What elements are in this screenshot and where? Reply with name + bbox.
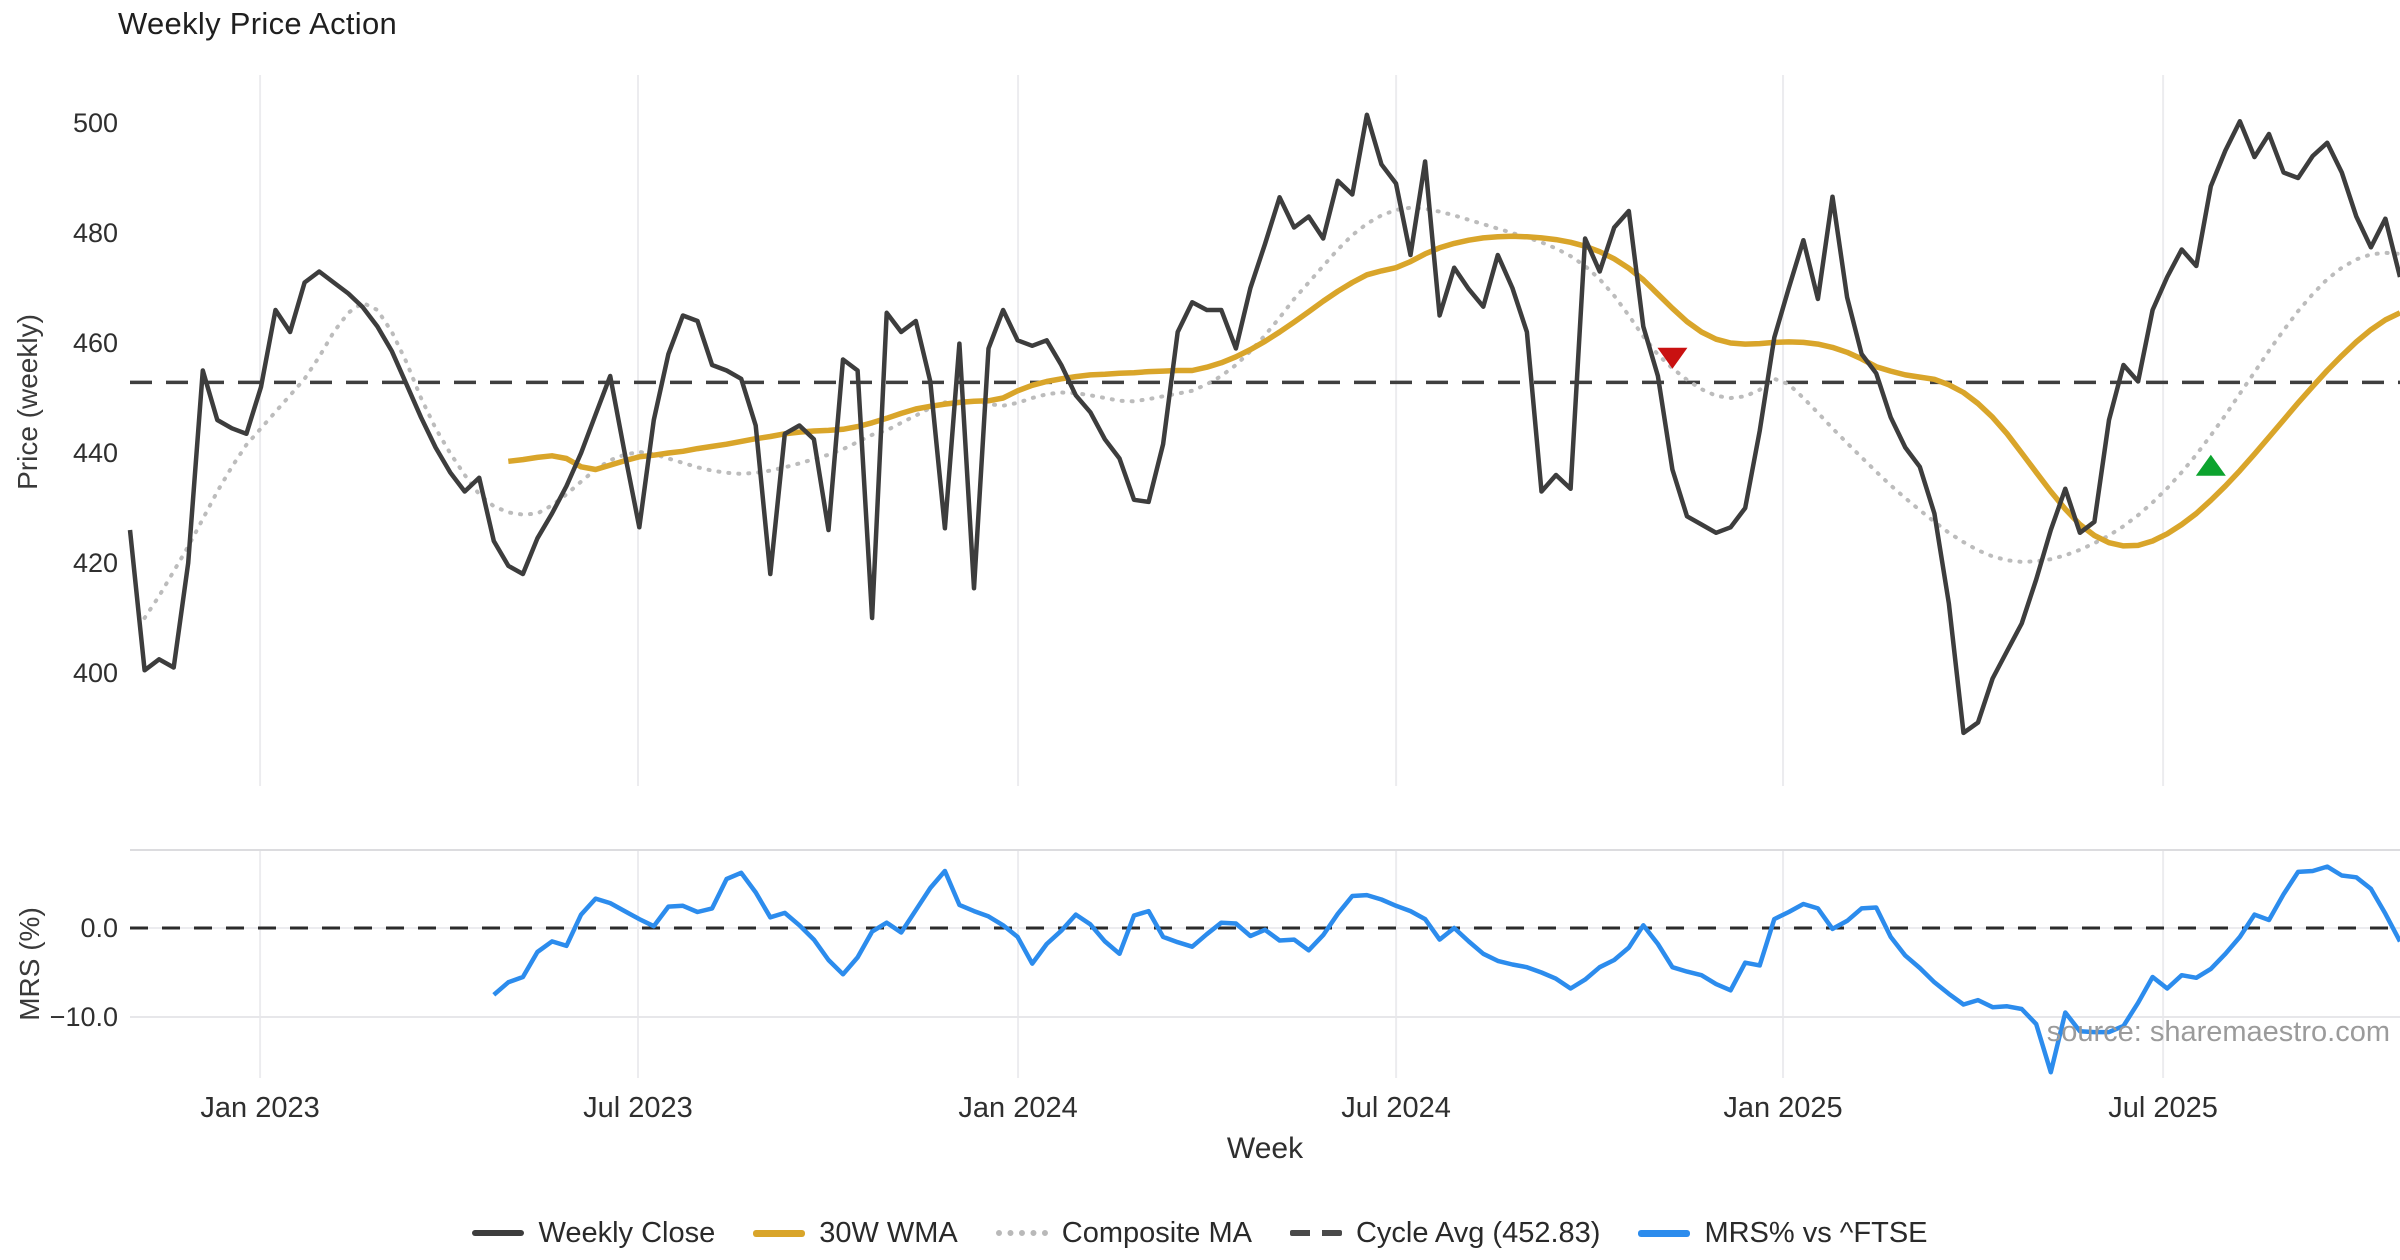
price-tick-460: 460 <box>73 328 118 358</box>
sell-signal-marker <box>1657 347 1688 369</box>
legend-item-weekly-close: Weekly Close <box>472 1217 715 1250</box>
series-composite-ma <box>142 205 2400 620</box>
date-tick-Jul 2025: Jul 2025 <box>2108 1092 2218 1124</box>
wma-line-icon <box>753 1229 806 1237</box>
chart-title: Weekly Price Action <box>118 6 398 41</box>
mrs-line-icon <box>1638 1229 1691 1237</box>
cycle-avg-dashed-line-icon <box>1289 1230 1342 1236</box>
price-axis-title: Price (weekly) <box>12 314 43 490</box>
price-tick-400: 400 <box>73 658 118 688</box>
mrs-axis-title: MRS (%) <box>14 907 45 1021</box>
weekly-close-line-icon <box>472 1230 525 1236</box>
legend-item-cycle-avg: Cycle Avg (452.83) <box>1289 1216 1601 1250</box>
composite-ma-dotted-line-icon <box>995 1230 1048 1236</box>
legend-item-mrs: MRS% vs ^FTSE <box>1638 1216 1928 1250</box>
price-tick-480: 480 <box>73 218 118 248</box>
mrs-tick-−10.0: −10.0 <box>50 1002 118 1032</box>
source-attribution: source: sharemaestro.com <box>2046 1016 2390 1048</box>
tick-labels: 400 420 440 460 480 500 0.0 −10.0 Jan 2023 Jul 20… <box>50 108 2218 1124</box>
legend-item-30w-wma: 30W WMA <box>753 1217 958 1250</box>
date-tick-Jul 2024: Jul 2024 <box>1341 1092 1451 1124</box>
price-tick-500: 500 <box>73 108 118 138</box>
legend-item-composite-ma: Composite MA <box>995 1216 1252 1250</box>
signal-markers <box>1657 347 2226 476</box>
buy-signal-marker <box>2195 454 2226 476</box>
legend-label: 30W WMA <box>819 1216 958 1249</box>
legend-label: Cycle Avg (452.83) <box>1355 1216 1601 1249</box>
chart-legend: Weekly Close 30W WMA Composite MA Cycle … <box>0 1210 2400 1256</box>
price-tick-440: 440 <box>73 438 118 468</box>
date-tick-Jan 2025: Jan 2025 <box>1723 1092 1842 1124</box>
price-tick-420: 420 <box>73 548 118 578</box>
x-axis-title: Week <box>1226 1132 1304 1165</box>
legend-label: Composite MA <box>1061 1216 1252 1249</box>
series-mrs-vs-ftse <box>492 864 2400 1075</box>
date-tick-Jan 2023: Jan 2023 <box>200 1092 319 1124</box>
legend-label: Weekly Close <box>538 1216 716 1249</box>
series-weekly-close <box>127 112 2400 736</box>
date-tick-Jan 2024: Jan 2024 <box>958 1092 1077 1124</box>
legend-label: MRS% vs ^FTSE <box>1704 1216 1928 1249</box>
mrs-tick-0.0: 0.0 <box>80 913 118 943</box>
date-tick-Jul 2023: Jul 2023 <box>583 1092 693 1124</box>
chart-series <box>127 112 2400 1075</box>
